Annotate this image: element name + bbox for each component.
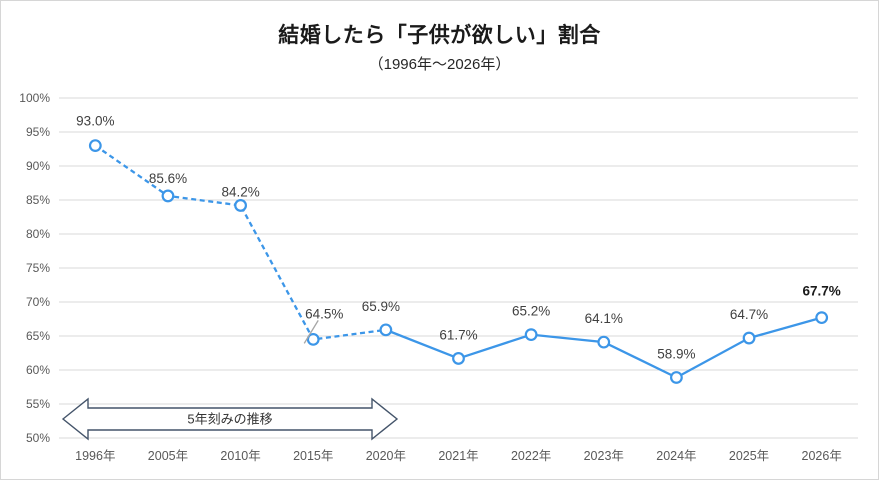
data-series	[94, 144, 822, 379]
svg-text:85%: 85%	[26, 193, 50, 207]
svg-text:1996年: 1996年	[75, 449, 115, 463]
svg-text:65.9%: 65.9%	[362, 299, 400, 314]
svg-text:2023年: 2023年	[584, 449, 624, 463]
svg-text:64.5%: 64.5%	[305, 306, 343, 321]
gridlines	[59, 97, 858, 439]
five-year-span-arrow-label: 5年刻みの推移	[187, 412, 272, 427]
svg-text:64.7%: 64.7%	[730, 307, 768, 322]
chart-subtitle: （1996年～2026年）	[368, 56, 511, 73]
x-axis-labels: 1996年 2005年 2010年 2015年 2020年 2021年 2022年 2023年…	[75, 449, 842, 463]
svg-text:2015年: 2015年	[293, 449, 333, 463]
svg-text:2024年: 2024年	[656, 449, 696, 463]
svg-text:75%: 75%	[26, 261, 50, 275]
data-markers	[88, 139, 829, 384]
svg-text:64.1%: 64.1%	[585, 311, 623, 326]
svg-text:2026年: 2026年	[802, 449, 842, 463]
svg-text:55%: 55%	[26, 397, 50, 411]
svg-text:85.6%: 85.6%	[149, 171, 187, 186]
y-axis-labels: 50% 55% 60% 65% 70% 75% 80% 85% 90% 95% 100%	[19, 91, 50, 445]
svg-text:2010年: 2010年	[220, 449, 260, 463]
svg-text:50%: 50%	[26, 431, 50, 445]
svg-text:70%: 70%	[26, 295, 50, 309]
svg-text:67.7%: 67.7%	[803, 284, 841, 299]
svg-text:90%: 90%	[26, 159, 50, 173]
label-leader-line	[303, 320, 319, 344]
svg-text:61.7%: 61.7%	[439, 327, 477, 342]
svg-text:95%: 95%	[26, 125, 50, 139]
svg-text:65%: 65%	[26, 329, 50, 343]
chart-title: 結婚したら「子供が欲しい」割合	[278, 24, 601, 47]
svg-text:60%: 60%	[26, 363, 50, 377]
svg-text:80%: 80%	[26, 227, 50, 241]
svg-text:2005年: 2005年	[148, 449, 188, 463]
svg-text:93.0%: 93.0%	[76, 114, 114, 129]
svg-text:84.2%: 84.2%	[221, 184, 259, 199]
five-year-span-arrow: 5年刻みの推移	[61, 397, 399, 441]
svg-text:2020年: 2020年	[366, 449, 406, 463]
svg-text:2022年: 2022年	[511, 449, 551, 463]
svg-text:2021年: 2021年	[438, 449, 478, 463]
svg-text:2025年: 2025年	[729, 449, 769, 463]
svg-text:58.9%: 58.9%	[657, 346, 695, 361]
series-line-dashed	[94, 144, 387, 341]
data-labels: 93.0% 85.6% 84.2% 64.5% 65.9% 61.7% 65.2% 64.1%…	[76, 114, 841, 362]
svg-text:100%: 100%	[19, 91, 50, 105]
svg-text:65.2%: 65.2%	[512, 304, 550, 319]
